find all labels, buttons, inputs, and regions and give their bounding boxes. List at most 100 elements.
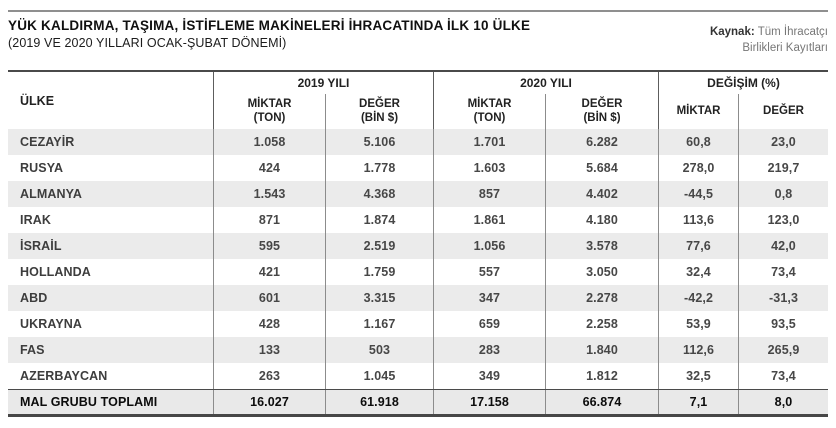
cell-2019-deger: 3.315: [325, 285, 433, 311]
cell-2019-deger: 61.918: [325, 390, 433, 414]
page-subtitle: (2019 VE 2020 YILLARI OCAK-ŞUBAT DÖNEMİ): [8, 36, 287, 50]
cell-change-miktar: -44,5: [658, 181, 738, 207]
source-line2: Birlikleri Kayıtları: [742, 42, 828, 55]
cell-country: CEZAYİR: [20, 135, 75, 149]
source-label: Kaynak:: [709, 26, 755, 38]
cell-change-deger: 8,0: [738, 390, 828, 414]
cell-change-deger: 123,0: [738, 207, 828, 233]
cell-2020-miktar: 283: [433, 337, 545, 363]
cell-2020-miktar: 1.861: [433, 207, 545, 233]
cell-2020-miktar: 1.056: [433, 233, 545, 259]
header-2019-miktar: MİKTAR (TON): [213, 94, 325, 129]
title-block: YÜK KALDIRMA, TAŞIMA, İSTİFLEME MAKİNELE…: [8, 18, 530, 50]
cell-change-miktar: 278,0: [658, 155, 738, 181]
top-divider: [8, 10, 828, 12]
cell-2019-miktar: 1.543: [213, 181, 325, 207]
table-row: İSRAİL 595 2.519 1.056 3.578 77,6 42,0: [8, 233, 828, 259]
cell-change-deger: 0,8: [738, 181, 828, 207]
cell-country: UKRAYNA: [20, 317, 83, 331]
header-2019-deger: DEĞER (BİN $): [325, 94, 433, 129]
source-note: Kaynak: Tüm İhracatçı Birlikleri Kayıtla…: [710, 24, 828, 56]
cell-change-miktar: 32,5: [658, 363, 738, 389]
cell-2020-deger: 6.282: [545, 129, 658, 155]
source-line1: Kaynak: Tüm İhracatçı: [710, 24, 828, 40]
cell-change-miktar: 7,1: [658, 390, 738, 414]
cell-2020-deger: 1.840: [545, 337, 658, 363]
header-change-deger: DEĞER: [738, 94, 828, 129]
cell-2019-miktar: 421: [213, 259, 325, 285]
cell-2020-miktar: 1.603: [433, 155, 545, 181]
cell-country: FAS: [20, 343, 45, 357]
cell-change-miktar: 60,8: [658, 129, 738, 155]
cell-change-miktar: 32,4: [658, 259, 738, 285]
cell-2019-deger: 1.167: [325, 311, 433, 337]
cell-2019-deger: 1.759: [325, 259, 433, 285]
table-total-row: MAL GRUBU TOPLAMI 16.027 61.918 17.158 6…: [8, 389, 828, 417]
cell-2019-miktar: 595: [213, 233, 325, 259]
cell-2019-deger: 5.106: [325, 129, 433, 155]
cell-change-deger: 23,0: [738, 129, 828, 155]
table-row: IRAK 871 1.874 1.861 4.180 113,6 123,0: [8, 207, 828, 233]
table-row: RUSYA 424 1.778 1.603 5.684 278,0 219,7: [8, 155, 828, 181]
cell-2019-deger: 1.045: [325, 363, 433, 389]
cell-2019-miktar: 263: [213, 363, 325, 389]
table-row: CEZAYİR 1.058 5.106 1.701 6.282 60,8 23,…: [8, 129, 828, 155]
cell-change-miktar: 112,6: [658, 337, 738, 363]
cell-2019-miktar: 871: [213, 207, 325, 233]
page-title: YÜK KALDIRMA, TAŞIMA, İSTİFLEME MAKİNELE…: [8, 18, 531, 33]
cell-2019-deger: 1.778: [325, 155, 433, 181]
cell-2020-miktar: 557: [433, 259, 545, 285]
cell-2020-miktar: 659: [433, 311, 545, 337]
header-group-2019: 2019 YILI: [213, 72, 433, 94]
cell-2019-miktar: 424: [213, 155, 325, 181]
cell-change-miktar: 77,6: [658, 233, 738, 259]
cell-2020-deger: 3.050: [545, 259, 658, 285]
cell-change-deger: -31,3: [738, 285, 828, 311]
cell-change-miktar: 53,9: [658, 311, 738, 337]
cell-change-miktar: 113,6: [658, 207, 738, 233]
cell-2020-deger: 4.180: [545, 207, 658, 233]
table-row: UKRAYNA 428 1.167 659 2.258 53,9 93,5: [8, 311, 828, 337]
cell-change-deger: 73,4: [738, 363, 828, 389]
cell-change-miktar: -42,2: [658, 285, 738, 311]
cell-2020-deger: 2.278: [545, 285, 658, 311]
cell-2020-deger: 66.874: [545, 390, 658, 414]
cell-country: IRAK: [20, 213, 51, 227]
cell-change-deger: 219,7: [738, 155, 828, 181]
header-change-miktar: MİKTAR: [658, 94, 738, 129]
header-2020-miktar: MİKTAR (TON): [433, 94, 545, 129]
cell-2019-miktar: 1.058: [213, 129, 325, 155]
cell-2019-miktar: 16.027: [213, 390, 325, 414]
cell-2020-miktar: 17.158: [433, 390, 545, 414]
cell-change-deger: 265,9: [738, 337, 828, 363]
cell-country: RUSYA: [20, 161, 64, 175]
cell-2019-deger: 1.874: [325, 207, 433, 233]
cell-2019-miktar: 601: [213, 285, 325, 311]
cell-country: İSRAİL: [20, 239, 62, 253]
data-table: ÜLKE 2019 YILI 2020 YILI DEĞİŞİM (%) MİK…: [8, 70, 828, 417]
header-2020-deger: DEĞER (BİN $): [545, 94, 658, 129]
table-row: ALMANYA 1.543 4.368 857 4.402 -44,5 0,8: [8, 181, 828, 207]
cell-country: HOLLANDA: [20, 265, 91, 279]
cell-change-deger: 73,4: [738, 259, 828, 285]
table-row: FAS 133 503 283 1.840 112,6 265,9: [8, 337, 828, 363]
cell-2019-deger: 4.368: [325, 181, 433, 207]
cell-country: ALMANYA: [20, 187, 83, 201]
header-country: ÜLKE: [20, 93, 55, 108]
cell-2019-miktar: 428: [213, 311, 325, 337]
header-group-change: DEĞİŞİM (%): [658, 72, 828, 94]
cell-2019-deger: 503: [325, 337, 433, 363]
cell-2019-deger: 2.519: [325, 233, 433, 259]
cell-2020-deger: 4.402: [545, 181, 658, 207]
table-header: ÜLKE 2019 YILI 2020 YILI DEĞİŞİM (%) MİK…: [8, 70, 828, 129]
cell-change-deger: 93,5: [738, 311, 828, 337]
table-row: ABD 601 3.315 347 2.278 -42,2 -31,3: [8, 285, 828, 311]
cell-2020-deger: 3.578: [545, 233, 658, 259]
cell-2020-deger: 1.812: [545, 363, 658, 389]
cell-total-label: MAL GRUBU TOPLAMI: [20, 395, 158, 409]
cell-country: ABD: [20, 291, 48, 305]
cell-2020-deger: 2.258: [545, 311, 658, 337]
source-text1: Tüm İhracatçı: [757, 26, 828, 38]
cell-2019-miktar: 133: [213, 337, 325, 363]
